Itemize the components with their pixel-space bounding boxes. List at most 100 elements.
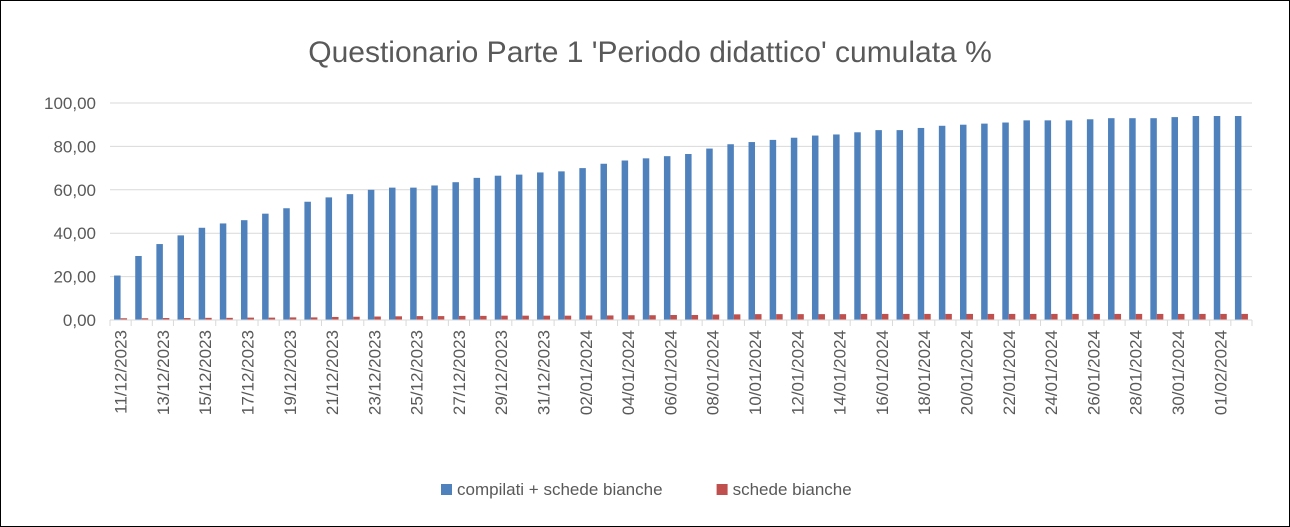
x-tick-label: 01/02/2024 bbox=[1211, 330, 1230, 415]
bar bbox=[1171, 117, 1178, 320]
bar bbox=[141, 318, 149, 320]
bar bbox=[938, 125, 946, 320]
bar bbox=[621, 160, 629, 320]
bar bbox=[1051, 313, 1058, 320]
bar bbox=[685, 153, 692, 320]
bar bbox=[558, 171, 565, 320]
x-tick-label: 16/01/2024 bbox=[873, 330, 892, 415]
bar bbox=[262, 213, 269, 320]
bar bbox=[162, 318, 170, 320]
bar bbox=[205, 317, 212, 320]
bar bbox=[981, 123, 988, 321]
bar bbox=[860, 313, 868, 320]
y-tick-label: 60,00 bbox=[53, 181, 96, 200]
bar bbox=[114, 275, 121, 320]
y-tick-label: 80,00 bbox=[53, 137, 96, 156]
bar bbox=[706, 148, 713, 320]
x-tick-label: 25/12/2023 bbox=[408, 330, 427, 415]
bar bbox=[494, 175, 502, 320]
bar bbox=[1177, 313, 1185, 320]
bar bbox=[135, 255, 142, 320]
bar bbox=[606, 315, 614, 320]
bar bbox=[1065, 120, 1073, 320]
bar bbox=[219, 223, 227, 320]
bar bbox=[797, 314, 804, 320]
bar bbox=[177, 235, 185, 320]
bar bbox=[304, 201, 311, 320]
bar bbox=[389, 187, 396, 320]
bar bbox=[875, 130, 882, 320]
bar bbox=[410, 187, 417, 320]
bar bbox=[960, 124, 967, 320]
y-tick-label: 40,00 bbox=[53, 224, 96, 243]
bar bbox=[1241, 313, 1248, 320]
x-tick-label: 27/12/2023 bbox=[450, 330, 469, 415]
bar bbox=[325, 197, 333, 320]
bar bbox=[184, 318, 191, 320]
bar bbox=[712, 314, 720, 320]
x-tick-label: 17/12/2023 bbox=[238, 330, 257, 415]
bar bbox=[1135, 313, 1143, 320]
bar bbox=[416, 316, 424, 320]
bar bbox=[198, 227, 206, 320]
x-tick-label: 21/12/2023 bbox=[323, 330, 342, 415]
bar bbox=[310, 317, 318, 320]
bar bbox=[1008, 313, 1016, 320]
x-tick-label: 26/01/2024 bbox=[1084, 330, 1103, 415]
x-tick-label: 15/12/2023 bbox=[196, 330, 215, 415]
bar bbox=[346, 194, 354, 320]
bar bbox=[283, 208, 290, 320]
bar bbox=[755, 314, 762, 320]
bar bbox=[1199, 313, 1206, 320]
x-tick-label: 22/01/2024 bbox=[1000, 330, 1019, 415]
bar bbox=[515, 174, 523, 320]
x-tick-label: 04/01/2024 bbox=[619, 330, 638, 415]
bar bbox=[790, 137, 798, 320]
x-tick-label: 18/01/2024 bbox=[915, 330, 934, 415]
bar bbox=[367, 189, 375, 320]
bar bbox=[458, 315, 466, 320]
bar bbox=[1108, 118, 1115, 320]
bar bbox=[501, 315, 508, 320]
bar bbox=[1072, 313, 1079, 320]
bar bbox=[1086, 119, 1094, 321]
x-tick-label: 10/01/2024 bbox=[746, 330, 765, 415]
bar bbox=[268, 317, 276, 320]
bar bbox=[966, 313, 973, 320]
bar bbox=[543, 315, 551, 320]
x-tick-label: 12/01/2024 bbox=[788, 330, 807, 415]
bar bbox=[691, 315, 699, 320]
bar bbox=[811, 135, 819, 320]
legend-label: compilati + schede bianche bbox=[457, 480, 663, 499]
x-tick-label: 19/12/2023 bbox=[281, 330, 300, 415]
bar bbox=[1029, 313, 1037, 320]
bar bbox=[522, 315, 529, 320]
bar bbox=[395, 316, 402, 320]
bar bbox=[480, 315, 487, 320]
bar bbox=[585, 315, 593, 320]
chart-title: Questionario Parte 1 'Periodo didattico'… bbox=[308, 36, 992, 69]
bar bbox=[818, 314, 825, 320]
legend-label: schede bianche bbox=[733, 480, 852, 499]
bar bbox=[579, 168, 586, 320]
bar bbox=[1044, 120, 1052, 320]
bar bbox=[628, 315, 635, 320]
bar bbox=[1129, 118, 1136, 320]
x-tick-label: 30/01/2024 bbox=[1169, 330, 1188, 415]
bar bbox=[987, 313, 995, 320]
bar bbox=[1002, 122, 1009, 320]
bar bbox=[1156, 313, 1164, 320]
bar bbox=[473, 177, 481, 320]
bar bbox=[733, 314, 741, 320]
x-tick-label: 08/01/2024 bbox=[704, 330, 723, 415]
bar bbox=[881, 313, 889, 320]
bar bbox=[839, 314, 847, 320]
bar bbox=[156, 244, 163, 320]
bar bbox=[537, 172, 544, 320]
bar bbox=[332, 316, 339, 320]
bar bbox=[727, 144, 734, 320]
bar bbox=[945, 313, 952, 320]
bar bbox=[1023, 120, 1030, 320]
bar bbox=[1213, 116, 1221, 321]
bar bbox=[896, 130, 904, 320]
